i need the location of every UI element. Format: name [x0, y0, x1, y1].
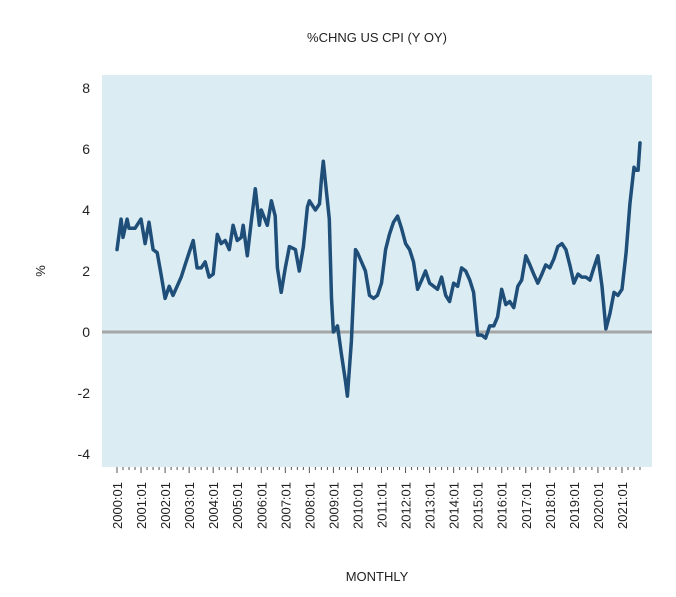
- x-tick-label: 2007:01: [278, 482, 293, 529]
- x-tick-label: 2021:01: [615, 482, 630, 529]
- y-axis: -4 -2 0 2 4 6 8: [78, 80, 91, 462]
- x-tick-label: 2016:01: [495, 482, 510, 529]
- x-tick-label: 2003:01: [182, 482, 197, 529]
- y-tick-label: 4: [82, 202, 90, 218]
- y-axis-label: %: [33, 265, 48, 277]
- y-tick-label: -2: [78, 385, 91, 401]
- series-line-cpi: [115, 141, 642, 398]
- x-tick-label: 2020:01: [591, 482, 606, 529]
- y-tick-label: 6: [82, 141, 90, 157]
- x-tick-label: 2005:01: [230, 482, 245, 529]
- x-axis: 2000:01 2001:01 2002:01 2003:01 2004:01 2005:…: [110, 467, 641, 529]
- y-tick-label: 2: [82, 263, 90, 279]
- x-tick-label: 2015:01: [471, 482, 486, 529]
- x-tick-label: 2011:01: [375, 482, 390, 528]
- x-tick-label: 2019:01: [567, 482, 582, 529]
- y-tick-label: -4: [78, 446, 91, 462]
- x-tick-label: 2018:01: [543, 482, 558, 529]
- chart-title: %CHNG US CPI (Y OY): [307, 30, 447, 45]
- x-tick-label: 2002:01: [158, 482, 173, 529]
- x-tick-label: 2010:01: [351, 482, 366, 529]
- x-tick-label: 2001:01: [134, 482, 149, 529]
- x-tick-label: 2000:01: [110, 482, 125, 529]
- x-tick-label: 2008:01: [302, 482, 317, 529]
- x-tick-label: 2014:01: [447, 482, 462, 529]
- x-tick-label: 2009:01: [326, 482, 341, 529]
- y-tick-label: 0: [82, 324, 90, 340]
- x-axis-label: MONTHLY: [346, 569, 409, 584]
- y-tick-label: 8: [82, 80, 90, 96]
- plot-area: [102, 75, 652, 467]
- x-tick-label: 2004:01: [206, 482, 221, 529]
- x-tick-label: 2006:01: [254, 482, 269, 529]
- x-tick-label: 2017:01: [519, 482, 534, 529]
- x-tick-label: 2012:01: [399, 482, 414, 529]
- x-tick-label: 2013:01: [423, 482, 438, 529]
